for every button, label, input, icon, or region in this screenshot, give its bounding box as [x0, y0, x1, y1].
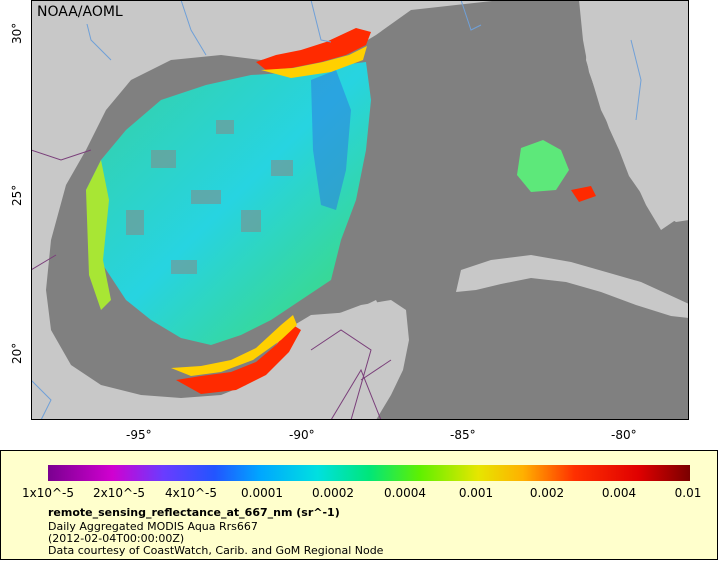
map-plot: [31, 0, 689, 420]
cuba-land: [456, 255, 689, 318]
colorbar-label: 0.0004: [384, 486, 426, 500]
colorbar-label: 2x10^-5: [92, 486, 146, 500]
legend-credit: Data courtesy of CoastWatch, Carib. and …: [48, 544, 384, 557]
legend-panel: 1x10^-5 2x10^-5 4x10^-5 0.0001 0.0002 0.…: [0, 450, 718, 560]
lat-label: 20°: [10, 342, 24, 364]
colorbar-label: 0.004: [601, 486, 637, 500]
lat-label: 25°: [10, 184, 24, 206]
colorbar: [48, 465, 690, 481]
political-borders: [31, 149, 392, 420]
gulf-data-field: [86, 62, 371, 345]
colorbar-label: 4x10^-5: [164, 486, 218, 500]
yucatan-land: [281, 300, 409, 420]
lon-label: -95°: [126, 428, 152, 442]
colorbar-label: 0.01: [674, 486, 702, 500]
florida-shelf-patch: [517, 140, 569, 192]
blue-streak: [311, 70, 351, 210]
florida-keys-plume: [571, 186, 596, 202]
watermark-bg: [31, 0, 135, 24]
watermark-text: NOAA/AOML: [37, 4, 123, 20]
campeche-plume-yellow: [171, 315, 297, 376]
map-frame: NOAA/AOML -95° -90° -85° -80° 30° 25° 20…: [10, 0, 689, 442]
lon-label: -90°: [289, 428, 315, 442]
lat-label: 30°: [10, 22, 24, 44]
legend-dataset: Daily Aggregated MODIS Aqua Rrs667: [48, 520, 258, 533]
legend-title: remote_sensing_reflectance_at_667_nm (sr…: [48, 506, 340, 519]
colorbar-label: 0.001: [458, 486, 494, 500]
colorbar-label: 1x10^-5: [21, 486, 75, 500]
speckle-field: [126, 120, 293, 274]
campeche-plume: [176, 325, 301, 394]
colorbar-label: 0.002: [529, 486, 565, 500]
lon-label: -80°: [611, 428, 637, 442]
rivers: [31, 0, 642, 420]
west-coast-band: [86, 160, 111, 310]
legend-time: (2012-02-04T00:00:00Z): [48, 532, 185, 545]
lon-label: -85°: [450, 428, 476, 442]
colorbar-label: 0.0001: [241, 486, 283, 500]
florida-land: [579, 0, 689, 222]
colorbar-label: 0.0002: [312, 486, 354, 500]
mississippi-plume-yellow: [261, 46, 367, 78]
mississippi-plume: [256, 28, 371, 70]
